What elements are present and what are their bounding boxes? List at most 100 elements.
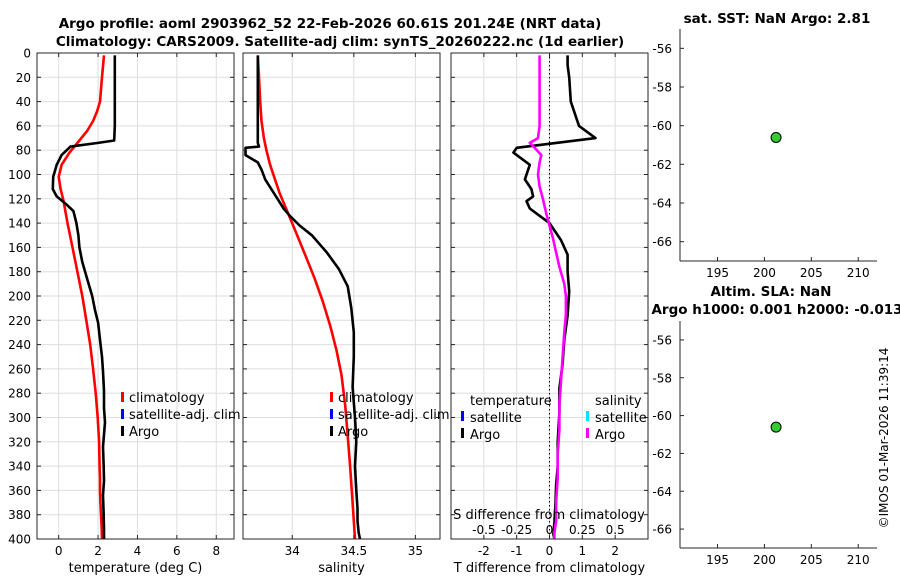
x-axis-label: temperature (deg C): [69, 561, 203, 576]
x-tick-label: 8: [212, 544, 220, 558]
legend-label: Argo: [595, 428, 625, 443]
map-x-tick-label: 205: [800, 266, 823, 280]
x-axis-label: T difference from climatology: [453, 561, 646, 576]
map-x-tick-label: 200: [753, 266, 776, 280]
map-y-tick-label: -66: [652, 523, 672, 537]
legend-swatch: [461, 428, 464, 438]
panel-salinity: [242, 52, 441, 540]
legend-header-salinity: salinity: [595, 394, 642, 409]
depth-tick-label: 200: [8, 290, 31, 304]
map-title-sla: Altim. SLA: NaN: [711, 284, 832, 300]
x-axis-label: salinity: [318, 561, 365, 576]
legend-swatch: [121, 392, 124, 402]
depth-tick-label: 340: [8, 460, 31, 474]
depth-tick-label: 280: [8, 387, 31, 401]
map-title-h: Argo h1000: 0.001 h2000: -0.013: [651, 302, 900, 318]
map-y-tick-label: -64: [652, 197, 672, 211]
x-tick-label: 2: [94, 544, 102, 558]
map-panel-1: [679, 29, 877, 262]
series-line-argo: [244, 55, 362, 540]
main-title-line-1: Argo profile: aoml 2903962_52 22-Feb-202…: [59, 16, 602, 32]
depth-tick-label: 140: [8, 217, 31, 231]
legend-header-temperature: temperature: [470, 394, 552, 409]
depth-tick-label: 80: [16, 144, 31, 158]
s-tick-label: 0.5: [606, 523, 625, 537]
map-y-tick-label: -60: [652, 119, 672, 133]
depth-tick-label: 100: [8, 168, 31, 182]
map-x-tick-label: 205: [800, 553, 823, 567]
depth-tick-label: 20: [16, 71, 31, 85]
panel-difference: [450, 52, 649, 540]
legend-swatch: [121, 426, 124, 436]
map-y-tick-label: -62: [652, 158, 672, 172]
map-panel-2: [679, 321, 877, 549]
s-tick-label: -0.5: [472, 523, 495, 537]
legend-swatch: [330, 392, 333, 402]
x-tick-label: 35: [408, 544, 423, 558]
x-tick-label: -2: [478, 544, 490, 558]
series-line-argo: [51, 55, 117, 539]
map-title-sst: sat. SST: NaN Argo: 2.81: [684, 11, 871, 27]
depth-tick-label: 300: [8, 411, 31, 425]
map-y-tick-label: -58: [652, 81, 672, 95]
depth-tick-label: 360: [8, 484, 31, 498]
legend-label: climatology: [129, 391, 205, 406]
depth-tick-label: 40: [16, 95, 31, 109]
depth-tick-label: 180: [8, 265, 31, 279]
map-y-tick-label: -64: [652, 485, 672, 499]
map-x-tick-label: 195: [706, 266, 729, 280]
x-tick-label: 6: [173, 544, 181, 558]
x-tick-label: 34.5: [340, 544, 367, 558]
imos-watermark: ©IMOS 01-Mar-2026 11:39:14: [877, 348, 891, 529]
map-y-tick-label: -60: [652, 409, 672, 423]
legend-label: satellite: [595, 411, 647, 426]
map-y-tick-label: -62: [652, 447, 672, 461]
depth-tick-label: 120: [8, 192, 31, 206]
legend-swatch: [330, 426, 333, 436]
map-x-tick-label: 210: [847, 553, 870, 567]
legend-label: satellite: [470, 411, 522, 426]
map-x-tick-label: 195: [706, 553, 729, 567]
depth-tick-label: 0: [23, 47, 31, 61]
x-tick-label: 4: [134, 544, 142, 558]
depth-tick-label: 400: [8, 533, 31, 547]
legend-swatch: [461, 411, 464, 421]
legend-label: Argo: [129, 425, 159, 440]
x-tick-label: 0: [55, 544, 63, 558]
legend-swatch: [586, 411, 589, 421]
legend-label: climatology: [338, 391, 414, 406]
panel-temperature: [36, 52, 235, 540]
map-x-tick-label: 200: [753, 553, 776, 567]
depth-tick-label: 160: [8, 241, 31, 255]
legend-swatch: [330, 409, 333, 419]
s-tick-label: -0.25: [501, 523, 532, 537]
x-tick-label: 1: [579, 544, 587, 558]
depth-tick-label: 260: [8, 362, 31, 376]
x-tick-label: 0: [546, 544, 554, 558]
depth-tick-label: 220: [8, 314, 31, 328]
map-y-tick-label: -58: [652, 371, 672, 385]
series-line-argo-salinity-diff: [528, 55, 568, 539]
depth-tick-label: 60: [16, 119, 31, 133]
secondary-axis-label: S difference from climatology: [453, 508, 645, 523]
series-line-climatology: [57, 55, 106, 540]
map-x-tick-label: 210: [847, 266, 870, 280]
legend-swatch: [121, 409, 124, 419]
map-y-tick-label: -66: [652, 235, 672, 249]
main-title-line-2: Climatology: CARS2009. Satellite-adj cli…: [56, 34, 624, 50]
x-tick-label: -1: [511, 544, 523, 558]
series-line-climatology: [256, 55, 357, 540]
map-y-tick-label: -56: [652, 333, 672, 347]
map-y-tick-label: -56: [652, 42, 672, 56]
argo-position-marker: [770, 421, 782, 433]
argo-position-marker: [770, 131, 782, 143]
depth-tick-label: 320: [8, 435, 31, 449]
legend-label: satellite-adj. clim: [129, 408, 241, 423]
x-tick-label: 34: [285, 544, 300, 558]
legend-label: Argo: [338, 425, 368, 440]
s-tick-label: 0: [546, 523, 554, 537]
x-tick-label: 2: [611, 544, 619, 558]
depth-tick-label: 380: [8, 508, 31, 522]
legend-swatch: [586, 428, 589, 438]
